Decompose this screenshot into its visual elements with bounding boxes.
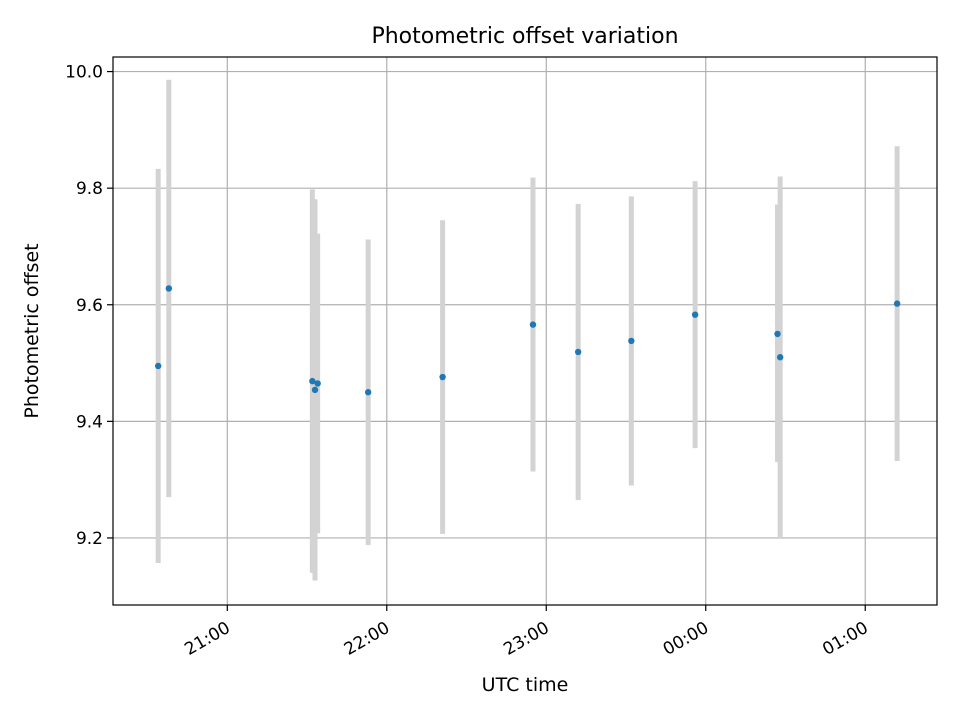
data-point: [314, 380, 321, 387]
grid: [113, 57, 937, 605]
y-tick-label: 9.2: [76, 529, 103, 549]
y-tick-label: 10.0: [65, 63, 103, 83]
data-points: [154, 285, 901, 396]
data-point: [574, 348, 582, 356]
data-point: [893, 300, 901, 307]
data-point: [311, 386, 319, 394]
y-tick-label: 9.4: [76, 412, 103, 432]
data-point: [628, 337, 635, 345]
plot-frame: [112, 56, 938, 606]
data-point: [364, 389, 372, 396]
y-tick-label: 9.6: [76, 296, 103, 316]
data-point: [165, 285, 173, 292]
y-tick-label: 9.8: [76, 179, 103, 199]
data-point: [529, 321, 537, 328]
x-axis-label: UTC time: [482, 674, 569, 696]
data-point: [439, 373, 446, 381]
data-point: [691, 311, 699, 318]
chart-title: Photometric offset variation: [371, 24, 678, 49]
data-point: [776, 354, 784, 361]
y-axis: 9.2 9.4 9.6 9.8 10.0: [65, 63, 113, 549]
data-point: [774, 330, 781, 338]
data-point: [309, 377, 316, 385]
data-point: [154, 362, 162, 370]
y-axis-label: Photometric offset: [21, 243, 43, 418]
